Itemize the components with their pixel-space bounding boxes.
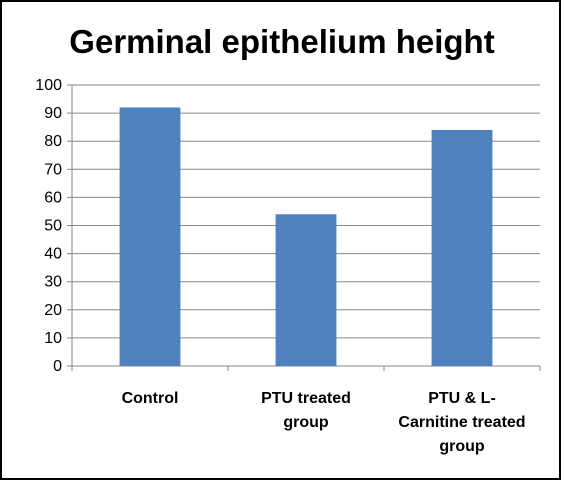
y-tick-label: 70 [44, 161, 62, 178]
x-category-label: PTU treated [261, 390, 351, 407]
y-tick-label: 60 [44, 189, 62, 206]
y-tick-label: 10 [44, 330, 62, 347]
x-category-label: group [283, 414, 329, 431]
bar [119, 107, 181, 366]
x-category-label: Carnitine treated [398, 414, 525, 431]
y-tick-label: 20 [44, 302, 62, 319]
y-tick-label: 100 [35, 77, 62, 94]
y-tick-label: 90 [44, 105, 62, 122]
y-tick-label: 30 [44, 274, 62, 291]
y-tick-label: 0 [53, 358, 62, 375]
bar [431, 129, 493, 366]
y-axis-tick-labels: 0 10 20 30 40 50 60 70 80 90 100 [35, 77, 62, 375]
x-category-label: Control [122, 390, 179, 407]
x-category-label: PTU & L- [428, 390, 496, 407]
x-axis-category-labels: Control PTU treated group PTU & L- Carnitine… [122, 390, 526, 455]
bar [275, 214, 337, 366]
chart-title: Germinal epithelium height [69, 23, 494, 60]
y-tick-label: 40 [44, 246, 62, 263]
bars [119, 107, 493, 366]
y-tick-label: 80 [44, 133, 62, 150]
y-tick-label: 50 [44, 218, 62, 235]
x-category-label: group [439, 438, 485, 455]
